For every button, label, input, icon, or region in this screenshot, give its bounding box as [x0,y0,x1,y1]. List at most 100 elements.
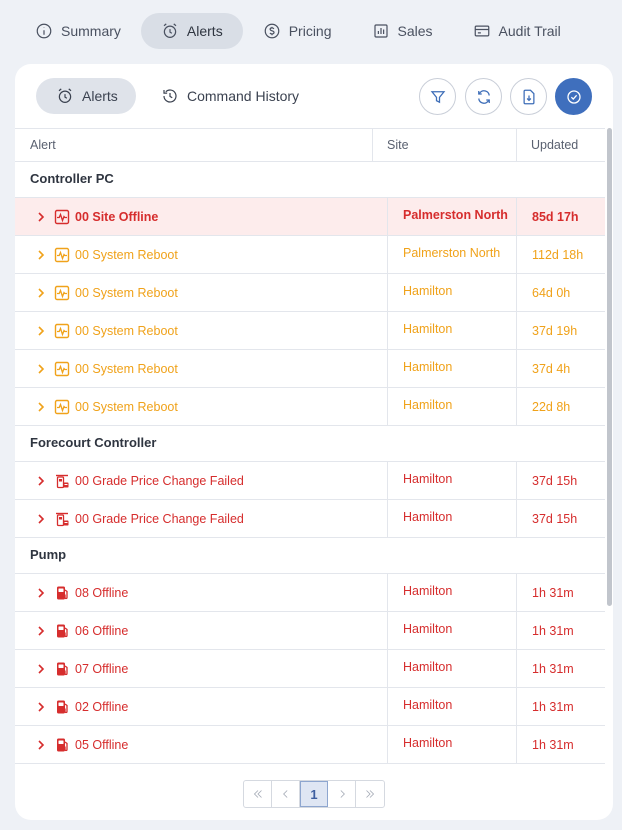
tab-audit-trail[interactable]: Audit Trail [453,13,581,49]
table-scrollbar[interactable] [606,128,613,770]
last-page-button[interactable] [356,781,384,807]
acknowledge-button[interactable] [555,78,592,115]
refresh-icon [477,89,490,104]
table-row[interactable]: 00 Site Offline Palmerston North 85d 17h [15,198,605,236]
updated-cell: 22d 8h [516,388,605,425]
alert-cell: 00 System Reboot [30,274,370,311]
updated-cell: 1h 31m [516,726,605,763]
pulse-monitor-icon [54,285,75,301]
alert-name: 00 System Reboot [75,323,178,338]
site-cell: Hamilton [387,388,527,425]
first-page-button[interactable] [244,781,272,807]
bar-chart-icon [373,24,388,38]
alarm-clock-icon [163,23,177,38]
table-row[interactable]: 05 Offline Hamilton 1h 31m [15,726,605,764]
chevron-right-icon[interactable] [34,738,48,752]
subtab-alerts[interactable]: Alerts [36,78,136,114]
fuel-pump-icon [54,585,75,601]
subtab-label: Command History [187,88,300,104]
chevron-right-icon[interactable] [34,662,48,676]
site-cell: Palmerston North [387,198,527,235]
alert-cell: 00 System Reboot [30,312,370,349]
download-file-icon [522,89,535,104]
credit-card-icon [474,25,489,37]
subtab-command-history[interactable]: Command History [161,78,299,114]
alert-cell: 00 System Reboot [30,388,370,425]
updated-cell: 85d 17h [516,198,605,235]
alert-name: 08 Offline [75,585,129,600]
table-row[interactable]: 00 System Reboot Palmerston North 112d 18h [15,236,605,274]
refresh-button[interactable] [465,78,502,115]
fuel-pump-icon [54,623,75,639]
alert-cell: 00 System Reboot [30,350,370,387]
table-row[interactable]: 00 System Reboot Hamilton 37d 4h [15,350,605,388]
tab-label: Alerts [186,23,223,39]
table-row[interactable]: 02 Offline Hamilton 1h 31m [15,688,605,726]
filter-button[interactable] [419,78,456,115]
table-row[interactable]: 00 System Reboot Hamilton 64d 0h [15,274,605,312]
chevron-right-icon[interactable] [34,624,48,638]
site-cell: Hamilton [387,500,527,537]
alert-name: 00 Site Offline [75,209,159,224]
alert-name: 06 Offline [75,623,129,638]
tab-label: Summary [61,23,121,39]
alert-cell: 00 Grade Price Change Failed [30,462,370,499]
chevron-right-icon[interactable] [34,324,48,338]
chevron-right-icon[interactable] [34,248,48,262]
chevron-right-icon[interactable] [34,586,48,600]
alert-cell: 08 Offline [30,574,370,611]
alert-cell: 05 Offline [30,726,370,763]
tab-sales[interactable]: Sales [352,13,453,49]
header-site[interactable]: Site [387,138,409,152]
table-row[interactable]: 00 Grade Price Change Failed Hamilton 37d … [15,462,605,500]
updated-cell: 37d 15h [516,500,605,537]
chevron-right-icon[interactable] [34,210,48,224]
header-alert[interactable]: Alert [30,138,56,152]
column-divider [516,129,517,162]
updated-cell: 37d 4h [516,350,605,387]
download-button[interactable] [510,78,547,115]
table-header: Alert Site Updated [15,128,605,162]
page-button-current[interactable]: 1 [300,781,328,807]
chevron-right-icon[interactable] [34,362,48,376]
alert-name: 05 Offline [75,737,129,752]
site-cell: Hamilton [387,274,527,311]
site-cell: Hamilton [387,650,527,687]
table-row[interactable]: 00 Grade Price Change Failed Hamilton 37d … [15,500,605,538]
forecourt-controller-icon [54,511,75,527]
double-chevron-right-icon [366,790,375,798]
fuel-pump-icon [54,661,75,677]
updated-cell: 1h 31m [516,574,605,611]
scrollbar-thumb[interactable] [607,128,612,606]
table-row[interactable]: 00 System Reboot Hamilton 37d 19h [15,312,605,350]
updated-cell: 37d 15h [516,462,605,499]
pulse-monitor-icon [54,399,75,415]
tab-alerts[interactable]: Alerts [140,13,243,49]
table-row[interactable]: 06 Offline Hamilton 1h 31m [15,612,605,650]
header-updated[interactable]: Updated [531,138,579,152]
tab-pricing[interactable]: Pricing [243,13,352,49]
table-row[interactable]: 07 Offline Hamilton 1h 31m [15,650,605,688]
alert-cell: 07 Offline [30,650,370,687]
alert-cell: 02 Offline [30,688,370,725]
chevron-right-icon[interactable] [34,700,48,714]
tab-summary[interactable]: Summary [15,13,141,49]
card-toolbar: Alerts Command History [15,64,613,128]
alert-name: 00 System Reboot [75,247,178,262]
updated-cell: 64d 0h [516,274,605,311]
alert-cell: 00 System Reboot [30,236,370,273]
tab-label: Pricing [288,23,332,39]
chevron-right-icon[interactable] [34,474,48,488]
alerts-table: Alert Site Updated Controller PC 00 Site … [15,128,605,770]
chevron-right-icon[interactable] [34,286,48,300]
info-icon [36,23,52,39]
alert-cell: 06 Offline [30,612,370,649]
prev-page-button[interactable] [272,781,300,807]
next-page-button[interactable] [328,781,356,807]
site-cell: Hamilton [387,574,527,611]
table-row[interactable]: 08 Offline Hamilton 1h 31m [15,574,605,612]
site-cell: Hamilton [387,312,527,349]
table-row[interactable]: 00 System Reboot Hamilton 22d 8h [15,388,605,426]
chevron-right-icon[interactable] [34,512,48,526]
chevron-right-icon[interactable] [34,400,48,414]
